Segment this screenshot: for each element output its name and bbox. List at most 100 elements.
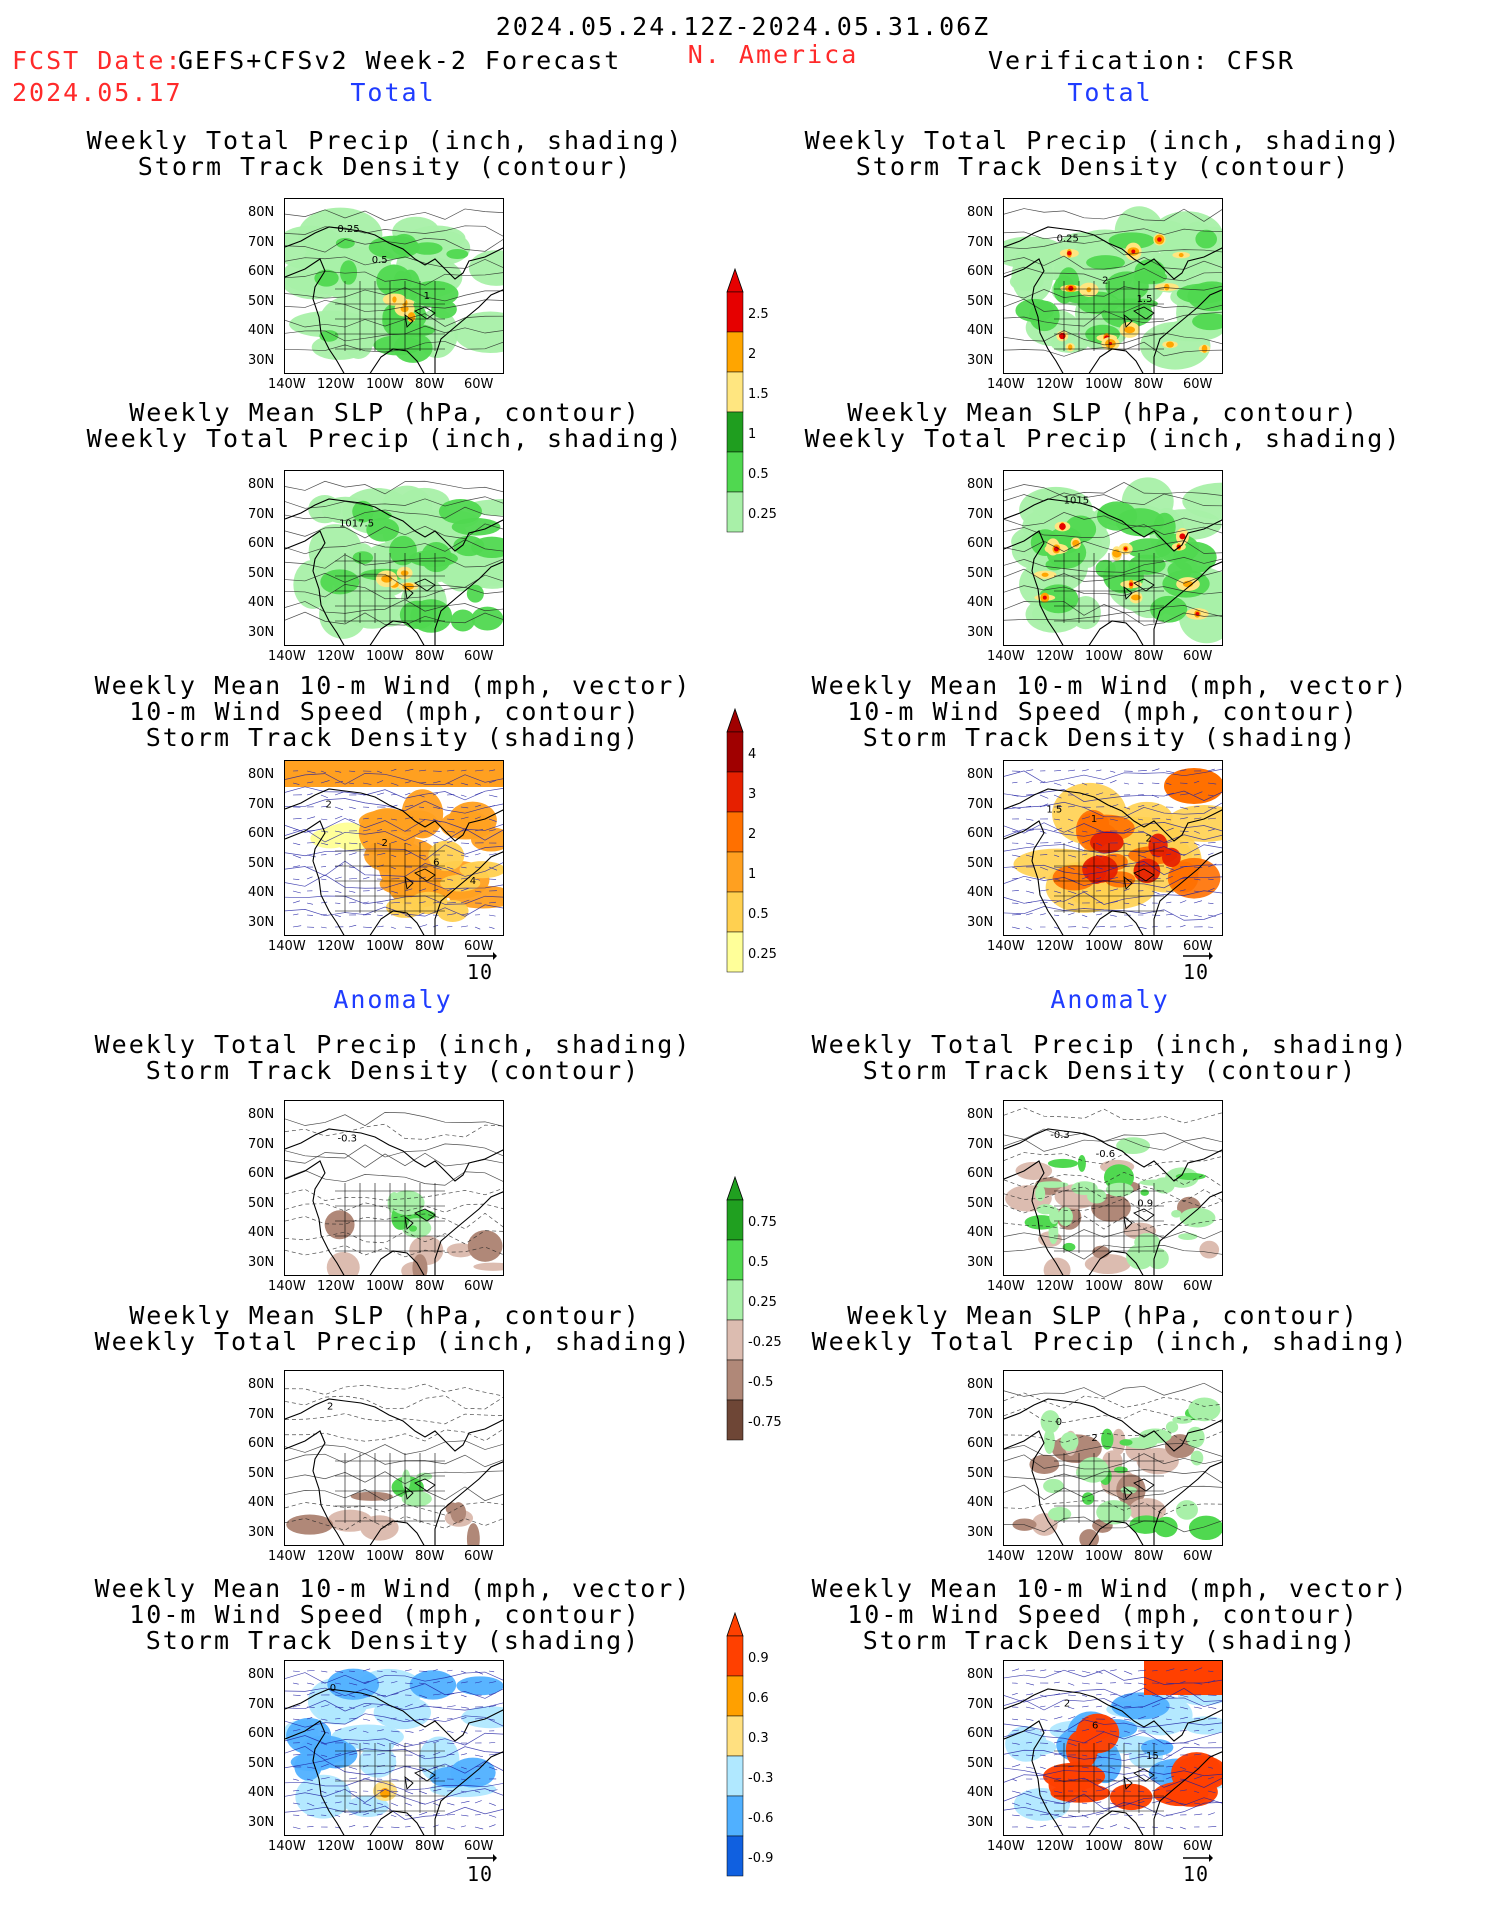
colorbar-tick-label: 0.5 <box>748 1255 769 1270</box>
lat-tick-label: 70N <box>967 1406 994 1422</box>
panel-title-line: Weekly Mean SLP (hPa, contour) <box>129 398 641 427</box>
map-panel-l6: 0 <box>284 1660 504 1836</box>
lat-tick-label: 80N <box>248 1377 275 1392</box>
lon-tick-label: 60W <box>1183 939 1213 954</box>
lon-tick-label: 140W <box>268 1839 306 1854</box>
lon-tick-label: 140W <box>268 939 306 954</box>
lon-tick-label: 100W <box>366 1839 404 1854</box>
lon-tick-label: 80W <box>415 649 445 664</box>
lat-tick-label: 50N <box>967 565 994 581</box>
lon-tick-label: 60W <box>1183 377 1213 392</box>
colorbar-tick-label: 0.5 <box>748 467 769 482</box>
colorbar-tick-label: 4 <box>748 747 757 762</box>
lon-tick-label: 140W <box>987 1279 1025 1294</box>
map-panel-r4: -0.3 -0.6 0.9 <box>1003 1100 1223 1276</box>
lon-tick-label: 100W <box>1085 1839 1123 1854</box>
model-name: GEFS+CFSv2 Week-2 Forecast <box>178 46 622 75</box>
panel-title-line: 10-m Wind Speed (mph, contour) <box>847 697 1359 726</box>
colorbar-tick-label: 2 <box>748 347 757 362</box>
panel-title-line: Weekly Total Precip (inch, shading) <box>811 1327 1409 1356</box>
lat-tick-label: 30N <box>967 1524 994 1540</box>
lat-tick-label: 60N <box>967 1726 994 1741</box>
section-total-left: Total <box>350 78 436 107</box>
lat-tick-label: 40N <box>248 885 275 900</box>
lat-tick-label: 40N <box>967 323 994 338</box>
panel-title-line: Weekly Mean 10-m Wind (mph, vector) <box>811 671 1409 700</box>
lat-tick-label: 80N <box>248 205 275 220</box>
panel-title-line: Storm Track Density (shading) <box>862 723 1358 752</box>
contour-label: 0 <box>1056 1417 1062 1428</box>
lat-tick-label: 60N <box>248 1166 275 1181</box>
lon-tick-label: 100W <box>1085 377 1123 392</box>
lat-tick-label: 30N <box>967 914 994 930</box>
verification-label: Verification: CFSR <box>988 46 1295 75</box>
lon-tick-label: 140W <box>268 1279 306 1294</box>
lat-tick-label: 60N <box>967 1436 994 1451</box>
lat-tick-label: 60N <box>967 1166 994 1181</box>
lon-tick-label: 120W <box>1036 649 1074 664</box>
colorbar-tick-label: 0.6 <box>748 1691 769 1706</box>
lon-tick-label: 60W <box>464 1839 494 1854</box>
colorbar-tick-label: 0.9 <box>748 1651 769 1666</box>
colorbar-tick-label: -0.5 <box>748 1375 774 1390</box>
colorbar-track-anom <box>726 1611 744 1882</box>
lon-tick-label: 140W <box>987 939 1025 954</box>
lon-tick-label: 60W <box>464 649 494 664</box>
lat-tick-label: 70N <box>967 1136 994 1152</box>
lat-tick-label: 30N <box>248 1524 275 1540</box>
colorbar-tick-label: 3 <box>748 787 757 802</box>
colorbar-tick-label: 0.5 <box>748 907 769 922</box>
lat-tick-label: 70N <box>967 796 994 812</box>
colorbar-tick-label: 0.25 <box>748 947 777 962</box>
colorbar-tick-label: 0.25 <box>748 1295 777 1310</box>
map-panel-r6: 2 6 15 <box>1003 1660 1223 1836</box>
panel-title-line: Storm Track Density (shading) <box>145 1626 641 1655</box>
lon-tick-label: 80W <box>415 1839 445 1854</box>
contour-label: 1 <box>1091 814 1097 825</box>
panel-title-line: Weekly Total Precip (inch, shading) <box>804 126 1402 155</box>
panel-title-line: Weekly Mean 10-m Wind (mph, vector) <box>811 1574 1409 1603</box>
section-anomaly-right: Anomaly <box>1050 985 1170 1014</box>
lat-tick-label: 50N <box>248 1195 275 1211</box>
panel-title-line: Weekly Mean 10-m Wind (mph, vector) <box>94 1574 692 1603</box>
lat-tick-label: 30N <box>248 352 275 368</box>
lon-tick-label: 120W <box>317 649 355 664</box>
lat-tick-label: 30N <box>967 1254 994 1270</box>
panel-title-line: Storm Track Density (contour) <box>862 1056 1358 1085</box>
panel-title-line: Weekly Total Precip (inch, shading) <box>94 1327 692 1356</box>
lat-tick-label: 30N <box>967 1814 994 1830</box>
colorbar-tick-label: 2.5 <box>748 307 769 322</box>
lat-tick-label: 40N <box>967 1785 994 1800</box>
panel-title-line: Weekly Total Precip (inch, shading) <box>86 126 684 155</box>
panel-title-line: Weekly Mean 10-m Wind (mph, vector) <box>94 671 692 700</box>
lon-tick-label: 60W <box>1183 649 1213 664</box>
contour-label: 1017.5 <box>339 518 374 529</box>
lat-tick-label: 60N <box>248 536 275 551</box>
vector-ref-label: 10 <box>467 1854 497 1884</box>
lat-tick-label: 70N <box>248 234 275 250</box>
contour-label: -0.3 <box>337 1133 357 1144</box>
lon-tick-label: 120W <box>1036 377 1074 392</box>
contour-label: 2 <box>327 1401 333 1412</box>
contour-label: -0.6 <box>1096 1149 1116 1160</box>
lon-tick-label: 80W <box>415 377 445 392</box>
colorbar-tick-label: 2 <box>748 827 757 842</box>
section-total-right: Total <box>1067 78 1153 107</box>
panel-title-line: Weekly Mean SLP (hPa, contour) <box>129 1301 641 1330</box>
lon-tick-label: 60W <box>464 377 494 392</box>
contour-label: 0.25 <box>1057 234 1079 245</box>
lon-tick-label: 100W <box>366 649 404 664</box>
lon-tick-label: 100W <box>366 1279 404 1294</box>
contour-label: -0.3 <box>1050 1130 1070 1141</box>
colorbar-tick-label: 1.5 <box>748 387 769 402</box>
lon-tick-label: 100W <box>1085 1279 1123 1294</box>
lon-tick-label: 60W <box>464 1279 494 1294</box>
lat-tick-label: 50N <box>248 293 275 309</box>
lat-tick-label: 70N <box>248 796 275 812</box>
contour-label: 2 <box>1146 833 1152 844</box>
colorbar-tick-label: 0.75 <box>748 1215 777 1230</box>
lon-tick-label: 120W <box>1036 1839 1074 1854</box>
panel-title-line: Storm Track Density (contour) <box>137 152 633 181</box>
contour-label: 0 <box>330 1683 336 1694</box>
lat-tick-label: 80N <box>967 477 994 492</box>
